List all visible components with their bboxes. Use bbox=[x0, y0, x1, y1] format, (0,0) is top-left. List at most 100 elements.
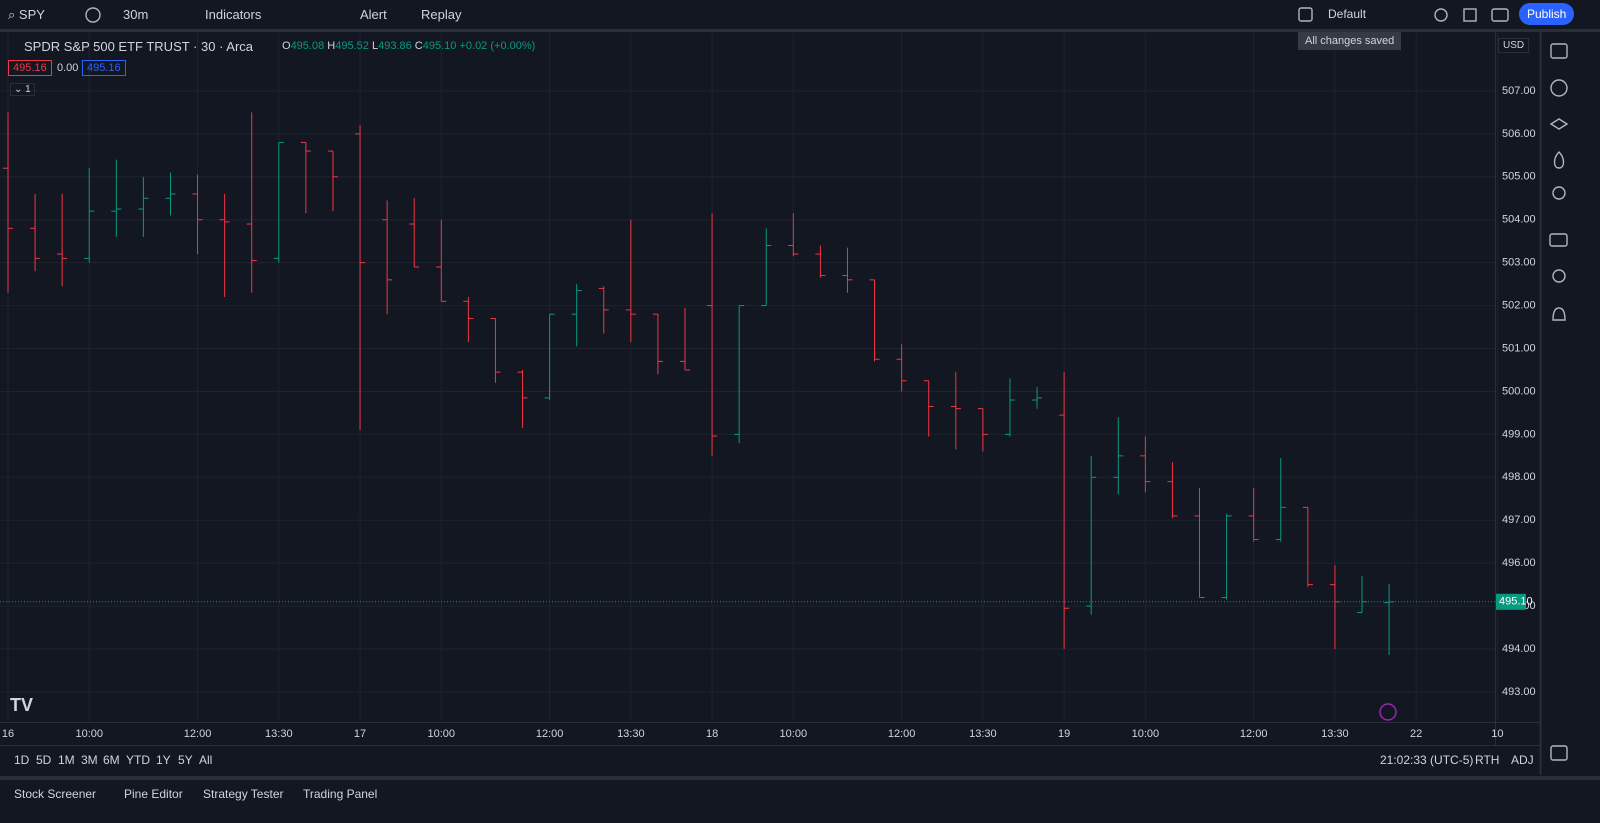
interval-button[interactable]: 30m bbox=[123, 7, 149, 22]
y-tick-label: 498.00 bbox=[1502, 471, 1536, 483]
panel-tab[interactable]: Stock Screener bbox=[14, 787, 97, 801]
layers-icon[interactable] bbox=[1549, 118, 1569, 130]
logo: TV bbox=[10, 695, 33, 715]
streams-icon[interactable] bbox=[1552, 269, 1566, 283]
currency-button[interactable]: USD bbox=[1498, 38, 1530, 53]
legend-value: 495.08 bbox=[290, 40, 325, 52]
fullscreen-icon[interactable] bbox=[1463, 8, 1477, 22]
symbol-search[interactable]: ⌕ SPY bbox=[8, 7, 45, 22]
legend-label: H bbox=[327, 40, 336, 52]
y-tick-label: 504.00 bbox=[1502, 214, 1536, 226]
collapse-count: 1 bbox=[25, 84, 31, 95]
layout-icon[interactable] bbox=[1298, 7, 1313, 22]
y-tick-label: 507.00 bbox=[1502, 85, 1536, 97]
y-tick-label: 502.00 bbox=[1502, 300, 1536, 312]
legend-value: 495.52 bbox=[335, 40, 369, 52]
panel-divider bbox=[0, 776, 1600, 780]
toolbar-icons bbox=[85, 7, 1509, 23]
alert-button[interactable]: Alert bbox=[360, 7, 387, 22]
y-tick-label: 497.00 bbox=[1502, 514, 1536, 526]
range-button[interactable]: 5D bbox=[36, 753, 52, 767]
watchlist-icon[interactable] bbox=[1550, 43, 1568, 59]
x-tick-label: 16 bbox=[2, 728, 14, 740]
alerts-indicator[interactable] bbox=[1379, 703, 1397, 721]
y-tick-label: 494.00 bbox=[1502, 643, 1536, 655]
y-tick-label: 506.00 bbox=[1502, 128, 1536, 140]
x-tick-label: 12:00 bbox=[536, 728, 564, 740]
ask-box[interactable]: 495.16 bbox=[82, 60, 126, 76]
hotlist-icon[interactable] bbox=[1553, 151, 1565, 169]
y-tick-label: 503.00 bbox=[1502, 257, 1536, 269]
bid-box[interactable]: 495.16 bbox=[8, 60, 52, 76]
y-tick-label: 501.00 bbox=[1502, 342, 1536, 354]
layout-button[interactable]: Default bbox=[1328, 7, 1367, 21]
legend-label: C bbox=[414, 40, 423, 52]
indicators-button[interactable]: Indicators bbox=[205, 7, 262, 22]
last-price-label: 495.10 bbox=[1499, 596, 1533, 608]
bars bbox=[3, 112, 1395, 656]
range-button[interactable]: 6M bbox=[103, 753, 120, 767]
snapshot-icon[interactable] bbox=[1491, 8, 1509, 22]
legend-label: L bbox=[371, 40, 379, 52]
replay-button[interactable]: Replay bbox=[421, 7, 462, 22]
alerts-icon[interactable] bbox=[1550, 79, 1568, 97]
x-tick-label: 10:00 bbox=[780, 728, 808, 740]
y-tick-label: 496.00 bbox=[1502, 557, 1536, 569]
panel-tab[interactable]: Trading Panel bbox=[303, 787, 378, 801]
x-tick-label: 13:30 bbox=[265, 728, 293, 740]
x-tick-label: 10 bbox=[1491, 728, 1503, 740]
legend-value: 495.10 bbox=[422, 40, 457, 52]
spread: 0.00 bbox=[57, 62, 79, 74]
settings-icon[interactable] bbox=[1434, 8, 1448, 22]
x-tick-label: 19 bbox=[1058, 728, 1070, 740]
x-tick-label: 10:00 bbox=[428, 728, 456, 740]
x-tick-label: 12:00 bbox=[1240, 728, 1268, 740]
calendar-icon[interactable] bbox=[1550, 745, 1568, 761]
grid: 493.00494.00495.00496.00497.00498.00499.… bbox=[0, 33, 1536, 740]
sidebar-icons bbox=[1549, 43, 1569, 761]
range-button[interactable]: YTD bbox=[126, 753, 150, 767]
session-button[interactable]: RTH bbox=[1475, 753, 1500, 767]
x-tick-label: 13:30 bbox=[969, 728, 997, 740]
last-price-box bbox=[1496, 593, 1526, 610]
y-tick-label: 493.00 bbox=[1502, 686, 1536, 698]
legend-label: O bbox=[282, 40, 291, 52]
y-tick-label: 505.00 bbox=[1502, 171, 1536, 183]
notifications-icon[interactable] bbox=[1552, 307, 1566, 321]
range-button[interactable]: 5Y bbox=[178, 753, 193, 767]
tooltip: All changes saved bbox=[1298, 32, 1402, 50]
panel-tab[interactable]: Strategy Tester bbox=[203, 787, 284, 801]
y-tick-label: 500.00 bbox=[1502, 385, 1536, 397]
range-button[interactable]: 1Y bbox=[156, 753, 171, 767]
legend-change: +0.02 (+0.00%) bbox=[459, 40, 536, 52]
ideas-icon[interactable] bbox=[1552, 186, 1566, 200]
x-tick-label: 17 bbox=[354, 728, 366, 740]
x-tick-label: 18 bbox=[706, 728, 718, 740]
x-tick-label: 12:00 bbox=[184, 728, 212, 740]
x-tick-label: 12:00 bbox=[888, 728, 916, 740]
range-button[interactable]: 1D bbox=[14, 753, 30, 767]
legend-value: 493.86 bbox=[378, 40, 412, 52]
x-tick-label: 13:30 bbox=[617, 728, 645, 740]
adjust-button[interactable]: ADJ bbox=[1511, 753, 1534, 767]
y-tick-label: 499.00 bbox=[1502, 428, 1536, 440]
legend-ohlc: O495.08 H495.52 L493.86 C495.10 +0.02 (+… bbox=[282, 40, 535, 52]
chat-icon[interactable] bbox=[1549, 233, 1568, 247]
legend-title: SPDR S&P 500 ETF TRUST · 30 · Arca bbox=[24, 39, 254, 54]
x-tick-label: 22 bbox=[1410, 728, 1422, 740]
symbol: SPY bbox=[18, 7, 45, 22]
top-toolbar bbox=[0, 0, 1600, 30]
range-button[interactable]: 3M bbox=[81, 753, 98, 767]
collapse-button[interactable]: ⌄ 1 bbox=[10, 83, 35, 96]
x-tick-label: 10:00 bbox=[1132, 728, 1160, 740]
range-button[interactable]: All bbox=[199, 753, 213, 767]
clock: 21:02:33 (UTC-5) bbox=[1380, 753, 1474, 767]
panel-tab[interactable]: Pine Editor bbox=[124, 787, 183, 801]
add-symbol-icon[interactable] bbox=[85, 7, 101, 23]
x-tick-label: 10:00 bbox=[75, 728, 103, 740]
x-tick-label: 13:30 bbox=[1321, 728, 1349, 740]
range-button[interactable]: 1M bbox=[58, 753, 75, 767]
publish-button[interactable]: Publish bbox=[1519, 3, 1575, 25]
